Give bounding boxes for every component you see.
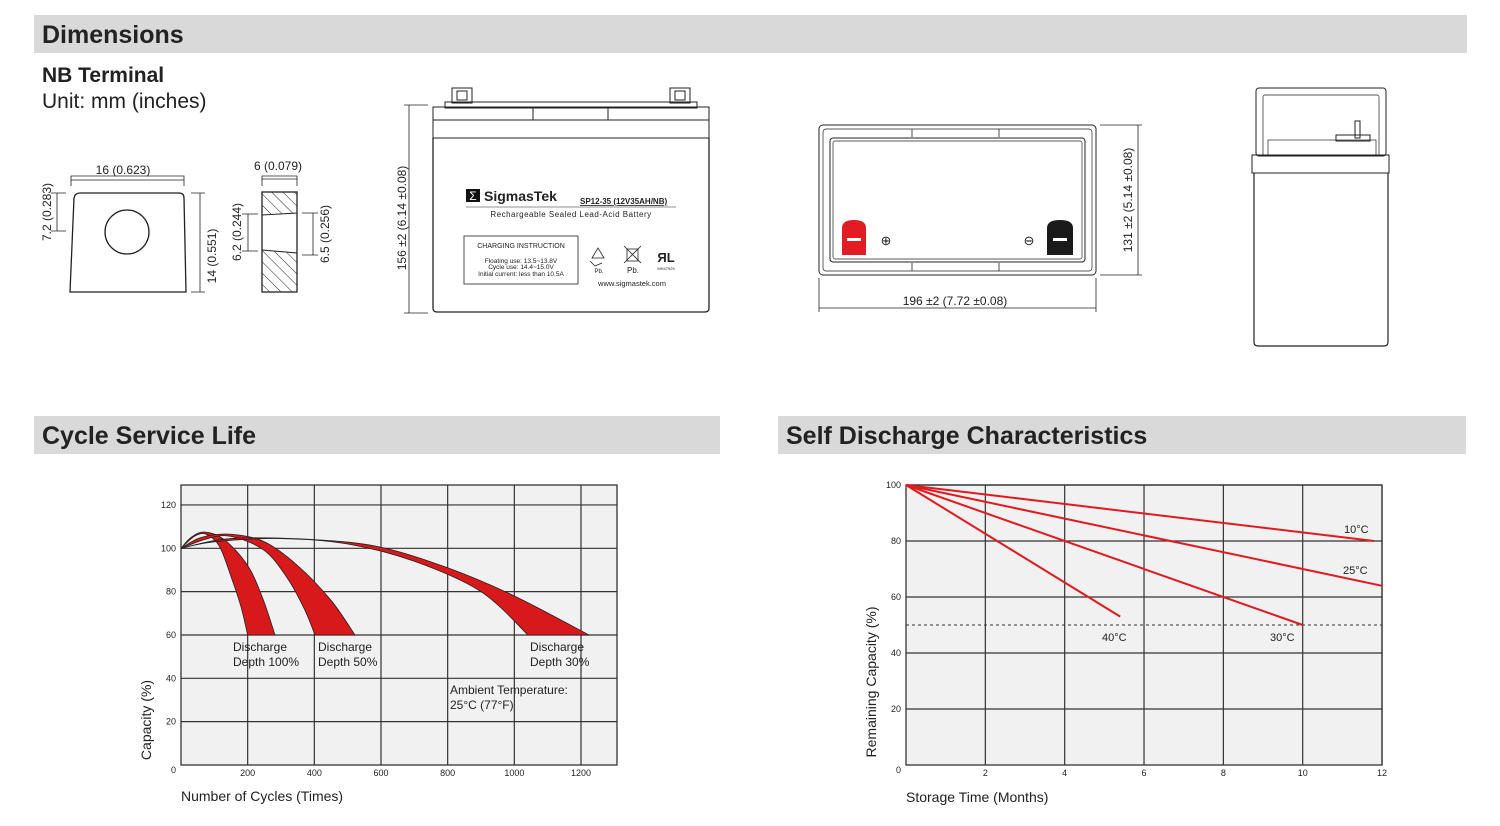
series-label: 30°C bbox=[1270, 632, 1295, 644]
charging-line: Initial current: less than 10.5A bbox=[478, 271, 564, 278]
terminal-side-drawing: 6 (0.079) 6.2 (0.244) 6.5 (0.256) bbox=[230, 159, 332, 293]
series-line-0 bbox=[905, 484, 1375, 542]
battery-width-dim: 131 ±2 (5.14 ±0.08) bbox=[1121, 148, 1135, 253]
terminal-width-dim: 16 (0.623) bbox=[96, 163, 151, 177]
battery-side-drawing bbox=[1251, 87, 1390, 347]
y-tick-label: 60 bbox=[891, 592, 901, 602]
x-axis-label: Number of Cycles (Times) bbox=[181, 788, 343, 804]
annotation-line1: Discharge bbox=[318, 640, 372, 654]
battery-top-drawing: ⊕ ⊖ 131 ±2 (5.14 ±0.08) 196 ±2 (7.72 ±0.… bbox=[818, 124, 1142, 312]
annotation-line2: 25°C (77°F) bbox=[450, 698, 514, 712]
battery-subtitle: Rechargeable Sealed Lead-Acid Battery bbox=[490, 210, 651, 219]
plot-border bbox=[180, 484, 618, 766]
series-label: 10°C bbox=[1344, 524, 1369, 536]
unit-label: Unit: mm (inches) bbox=[42, 90, 207, 113]
ul-mark-icon: ЯL bbox=[657, 250, 674, 265]
annotation-line2: Depth 50% bbox=[318, 655, 378, 669]
x-tick-label: 1000 bbox=[504, 768, 524, 778]
negative-terminal bbox=[1047, 220, 1073, 255]
x-tick-label: 6 bbox=[1142, 768, 1147, 778]
battery-front-drawing: 156 ±2 (6.14 ±0.08) Σ SigmasTek SP12-35 … bbox=[395, 87, 710, 314]
y-tick-label: 100 bbox=[161, 543, 176, 553]
terminal-name: NB Terminal bbox=[42, 64, 165, 87]
crossed-bin-icon bbox=[623, 245, 642, 264]
y-axis-label: Remaining Capacity (%) bbox=[863, 607, 879, 758]
x-tick-label: 2 bbox=[983, 768, 988, 778]
y-tick-label: 0 bbox=[171, 765, 176, 775]
x-tick-label: 600 bbox=[373, 768, 388, 778]
annotation-line1: Discharge bbox=[233, 640, 287, 654]
y-tick-label: 80 bbox=[166, 587, 176, 597]
plus-icon: ⊕ bbox=[881, 233, 892, 248]
y-axis-label: Capacity (%) bbox=[138, 680, 154, 760]
discharge-band-1 bbox=[180, 533, 356, 636]
dimensions-header: Dimensions bbox=[34, 15, 1467, 53]
battery-height-dim: 156 ±2 (6.14 ±0.08) bbox=[395, 166, 409, 271]
brand-name: SigmasTek bbox=[484, 188, 557, 204]
discharge-band-2 bbox=[180, 537, 590, 636]
terminal-thickness-dim: 6 (0.079) bbox=[254, 159, 302, 173]
positive-terminal bbox=[842, 220, 866, 255]
series-line-1 bbox=[905, 484, 1383, 587]
pb-label: Pb. bbox=[594, 269, 603, 275]
annotation-line1: Ambient Temperature: bbox=[450, 683, 568, 697]
x-tick-label: 10 bbox=[1298, 768, 1308, 778]
x-axis-label: Storage Time (Months) bbox=[906, 789, 1048, 805]
x-tick-label: 8 bbox=[1221, 768, 1226, 778]
series-line-2 bbox=[905, 484, 1304, 626]
x-tick-label: 800 bbox=[440, 768, 455, 778]
recycle-icon bbox=[589, 247, 605, 267]
x-tick-label: 12 bbox=[1377, 768, 1387, 778]
charging-title: CHARGING INSTRUCTION bbox=[477, 243, 565, 250]
y-tick-label: 20 bbox=[166, 717, 176, 727]
discharge-band-0 bbox=[180, 531, 276, 636]
y-tick-label: 120 bbox=[161, 500, 176, 510]
terminal-height-dim: 14 (0.551) bbox=[205, 229, 219, 284]
charging-line: Cycle use: 14.4~15.0V bbox=[488, 264, 554, 271]
model-number: SP12-35 (12V35AH/NB) bbox=[580, 197, 667, 206]
cycle-life-title: Cycle Service Life bbox=[42, 422, 257, 450]
cycle-life-header: Cycle Service Life bbox=[34, 416, 720, 454]
annotation-line2: Depth 30% bbox=[530, 655, 590, 669]
x-tick-label: 400 bbox=[307, 768, 322, 778]
self-discharge-header: Self Discharge Characteristics bbox=[778, 416, 1466, 454]
x-tick-label: 1200 bbox=[571, 768, 591, 778]
annotation-line2: Depth 100% bbox=[233, 655, 299, 669]
pb-label: Pb. bbox=[627, 266, 639, 275]
terminal-hole-offset-dim: 7.2 (0.283) bbox=[40, 183, 54, 241]
y-tick-label: 0 bbox=[896, 765, 901, 775]
y-tick-label: 40 bbox=[166, 673, 176, 683]
minus-icon: ⊖ bbox=[1024, 233, 1035, 248]
y-tick-label: 80 bbox=[891, 536, 901, 546]
terminal-front-drawing: 16 (0.623) 7.2 (0.283) 14 (0.551) bbox=[40, 163, 219, 293]
terminal-inner-right-dim: 6.5 (0.256) bbox=[318, 205, 332, 263]
dimensions-title: Dimensions bbox=[42, 21, 184, 49]
y-tick-label: 20 bbox=[891, 704, 901, 714]
self-discharge-title: Self Discharge Characteristics bbox=[786, 422, 1148, 450]
y-tick-label: 60 bbox=[166, 630, 176, 640]
sigma-logo-icon: Σ bbox=[469, 189, 476, 203]
annotation-line1: Discharge bbox=[530, 640, 584, 654]
x-tick-label: 4 bbox=[1062, 768, 1067, 778]
series-label: 25°C bbox=[1343, 565, 1368, 577]
ul-code: MH47929 bbox=[657, 266, 675, 271]
series-line-3 bbox=[905, 484, 1121, 618]
series-label: 40°C bbox=[1102, 632, 1127, 644]
website: www.sigmastek.com bbox=[597, 279, 666, 288]
terminal-inner-left-dim: 6.2 (0.244) bbox=[230, 203, 244, 261]
y-tick-label: 40 bbox=[891, 648, 901, 658]
x-tick-label: 200 bbox=[240, 768, 255, 778]
battery-length-dim: 196 ±2 (7.72 ±0.08) bbox=[903, 294, 1008, 308]
y-tick-label: 100 bbox=[886, 480, 901, 490]
charging-line: Floating use: 13.5~13.8V bbox=[485, 258, 558, 265]
